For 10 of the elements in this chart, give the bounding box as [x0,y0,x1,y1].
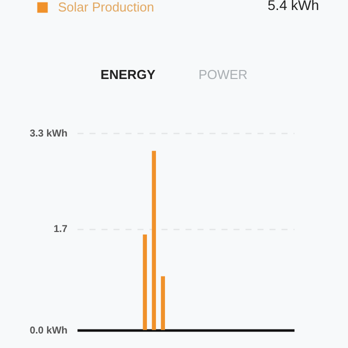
bar [152,150,156,330]
y-tick-label: 1.7 [54,224,68,236]
bar [160,276,165,330]
bar [142,234,147,330]
y-tick-label: 0.0 kWh [30,326,68,336]
y-tick-label: 3.3 kWh [30,128,68,140]
text: POWER [198,67,248,82]
text: ENERGY [100,67,156,82]
legend-label: Solar Production [58,0,154,14]
text: 5.4 kWh [268,0,319,13]
